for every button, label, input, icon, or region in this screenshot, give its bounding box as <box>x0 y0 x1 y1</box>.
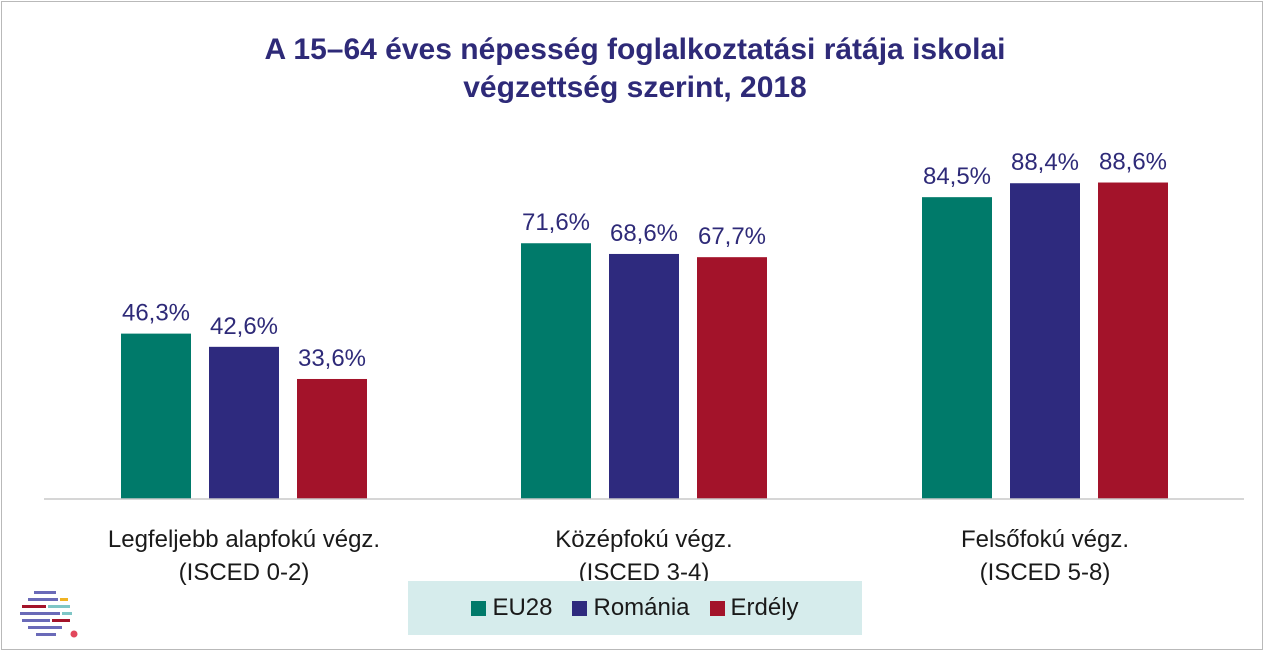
data-label-romania-felsofoku: 88,4% <box>1011 149 1079 176</box>
data-label-erdely-alapfoku: 33,6% <box>298 345 366 372</box>
category-label-kozepfoku-line-1: Középfokú végz. <box>555 526 732 553</box>
data-label-romania-alapfoku: 42,6% <box>210 313 278 340</box>
legend-label-erdely: Erdély <box>730 594 799 621</box>
category-label-felsofoku-line-1: Felsőfokú végz. <box>961 526 1129 553</box>
bar-eu28-alapfoku <box>121 333 191 499</box>
legend-swatch-romania <box>572 600 588 616</box>
logo-icon <box>20 591 78 638</box>
data-label-erdely-kozepfoku: 67,7% <box>698 223 766 250</box>
bar-erdely-alapfoku <box>297 378 367 499</box>
bar-eu28-kozepfoku <box>521 243 591 499</box>
data-label-eu28-alapfoku: 46,3% <box>122 300 190 327</box>
bar-group <box>121 182 1168 499</box>
legend-item-romania: Románia <box>572 594 690 622</box>
bar-erdely-felsofoku <box>1098 182 1168 499</box>
legend: EU28 Románia Erdély <box>408 581 862 635</box>
legend-item-erdely: Erdély <box>709 594 799 622</box>
legend-label-eu28: EU28 <box>492 594 553 621</box>
legend-swatch-eu28 <box>471 600 487 616</box>
bar-erdely-kozepfoku <box>697 257 767 499</box>
bar-romania-felsofoku <box>1010 183 1080 499</box>
bar-eu28-felsofoku <box>922 197 992 499</box>
chart-title-line-2: végzettség szerint, 2018 <box>463 71 807 104</box>
data-label-group: 46,3% 71,6% 84,5% 42,6% 68,6% 88,4% 33,6% 67,7%… <box>122 149 1167 372</box>
data-label-romania-kozepfoku: 68,6% <box>610 220 678 247</box>
legend-swatch-erdely <box>709 600 725 616</box>
data-label-eu28-felsofoku: 84,5% <box>923 163 991 190</box>
category-label-group: Legfeljebb alapfokú végz. (ISCED 0-2) Közé… <box>108 526 1129 586</box>
bar-romania-alapfoku <box>209 346 279 499</box>
bar-romania-kozepfoku <box>609 253 679 499</box>
legend-item-eu28: EU28 <box>471 594 552 622</box>
legend-label-romania: Románia <box>593 594 690 621</box>
category-label-alapfoku-line-1: Legfeljebb alapfokú végz. <box>108 526 380 553</box>
data-label-erdely-felsofoku: 88,6% <box>1099 149 1167 176</box>
category-label-alapfoku-line-2: (ISCED 0-2) <box>179 559 310 586</box>
data-label-eu28-kozepfoku: 71,6% <box>522 209 590 236</box>
category-label-felsofoku-line-2: (ISCED 5-8) <box>980 559 1111 586</box>
chart-title-line-1: A 15–64 éves népesség foglalkoztatási rá… <box>265 33 1006 66</box>
